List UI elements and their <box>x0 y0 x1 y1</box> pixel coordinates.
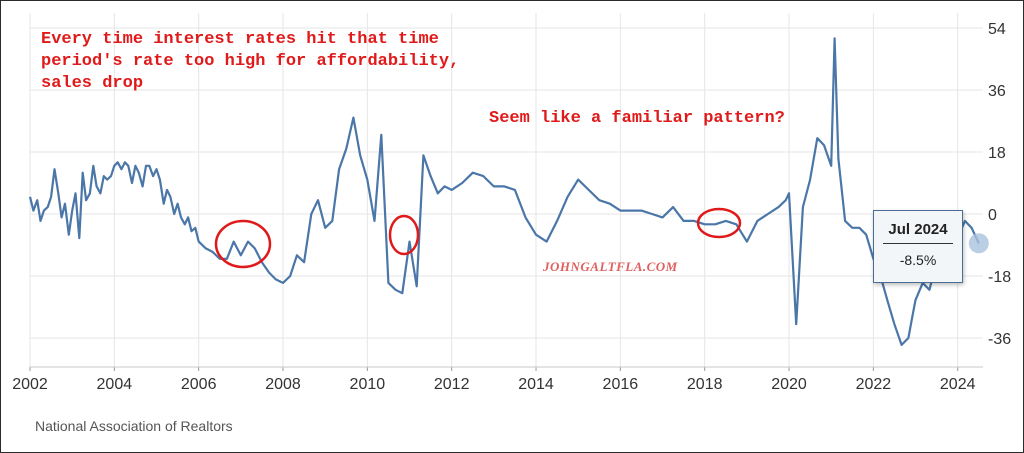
tooltip-date: Jul 2024 <box>888 221 948 238</box>
x-tick-label: 2024 <box>940 376 976 393</box>
watermark: JOHNGALTFLA.COM <box>542 259 678 274</box>
x-tick-label: 2008 <box>265 376 301 393</box>
x-tick-label: 2006 <box>181 376 217 393</box>
x-axis: 2002 2004 2006 2008 2010 2012 2014 2016 2018 2020… <box>12 366 983 393</box>
x-tick-label: 2016 <box>603 376 639 393</box>
annotation-question: Seem like a familiar pattern? <box>489 109 785 128</box>
series-line-existing-home-sales-yoy <box>28 37 980 346</box>
grid <box>29 13 983 367</box>
y-tick-label: 18 <box>988 145 1006 162</box>
annotation-line-1: Every time interest rates hit that time <box>41 30 439 49</box>
tooltip-divider <box>883 243 953 244</box>
highlight-circle-2010 <box>388 214 420 256</box>
x-tick-label: 2012 <box>434 376 470 393</box>
hover-point[interactable] <box>968 233 989 254</box>
x-tick-label: 2022 <box>856 376 892 393</box>
annotation-line-2: period's rate too high for affordability… <box>41 52 459 71</box>
y-tick-label: 54 <box>988 21 1006 38</box>
tooltip: Jul 2024 -8.5% <box>873 210 963 283</box>
x-tick-label: 2018 <box>687 376 723 393</box>
y-tick-label: -18 <box>988 269 1011 286</box>
y-tick-label: -36 <box>988 331 1011 348</box>
highlight-circle-2007 <box>214 219 272 269</box>
x-tick-label: 2020 <box>771 376 807 393</box>
tooltip-value: -8.5% <box>899 252 937 268</box>
y-tick-label: 0 <box>988 207 997 224</box>
source-label: National Association of Realtors <box>35 418 233 434</box>
annotation-line-3: sales drop <box>41 74 143 93</box>
y-axis: 54 36 18 0 -18 -36 <box>988 21 1011 348</box>
x-tick-label: 2014 <box>518 376 554 393</box>
highlight-circle-2018 <box>696 207 742 239</box>
x-tick-label: 2002 <box>12 376 48 393</box>
y-tick-label: 36 <box>988 83 1006 100</box>
x-tick-label: 2010 <box>350 376 386 393</box>
x-tick-label: 2004 <box>97 376 133 393</box>
